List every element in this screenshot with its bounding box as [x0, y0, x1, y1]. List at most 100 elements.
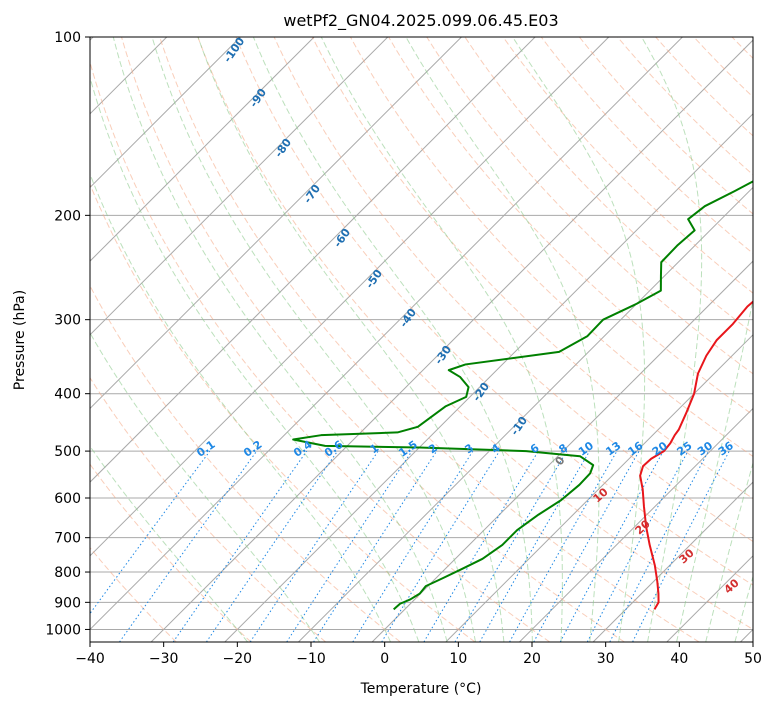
x-tick-label: −10 — [296, 651, 326, 667]
mixing-ratio-label: 13 — [603, 439, 623, 458]
moist-adiabat-label: -60 — [331, 226, 353, 250]
mixing-ratio-label: 1.5 — [396, 438, 419, 460]
y-tick-label: 200 — [54, 208, 81, 224]
moist-adiabat-label: 0 — [553, 454, 568, 468]
isotherm-line — [90, 37, 683, 631]
mixing-ratio-line — [249, 450, 379, 642]
isotherm-line — [224, 113, 753, 642]
dry-adiabat-line — [617, 37, 753, 176]
dry-adiabat-line — [235, 37, 753, 586]
y-tick-label: 600 — [54, 491, 81, 507]
moist-adiabat-line — [151, 37, 476, 642]
dry-adiabat-label: 30 — [677, 546, 697, 566]
dry-adiabat-line — [90, 376, 326, 642]
dry-adiabat-line — [311, 37, 753, 500]
y-tick-label: 900 — [54, 595, 81, 611]
dry-adiabat-line — [426, 37, 753, 375]
moist-adiabat-label: -30 — [432, 343, 454, 367]
x-tick-label: −20 — [223, 651, 253, 667]
moist-adiabat-label: -70 — [301, 182, 323, 206]
moist-adiabat-label: -80 — [272, 136, 294, 160]
dry-adiabat-line — [655, 37, 753, 137]
mixing-ratio-label: 25 — [675, 439, 695, 458]
moist-adiabat-line — [252, 37, 533, 642]
moist-adiabat-line — [676, 296, 753, 642]
temperature-profile-line — [639, 300, 753, 610]
mixing-ratio-line — [381, 450, 500, 642]
mixing-ratio-line — [90, 450, 211, 615]
dry-adiabat-line — [90, 183, 476, 642]
dry-adiabat-line — [90, 546, 177, 642]
dry-adiabat-line — [540, 37, 753, 255]
mixing-ratio-label: 6 — [528, 441, 542, 456]
dry-adiabat-line — [693, 37, 753, 98]
dry-adiabat-line — [197, 37, 753, 631]
isotherm-line — [519, 407, 753, 642]
mixing-ratio-line — [632, 450, 730, 642]
moist-adiabat-line — [405, 37, 600, 642]
mixing-ratio-label: 0.2 — [241, 438, 264, 460]
y-tick-label: 800 — [54, 565, 81, 581]
moist-adiabat-line — [512, 37, 646, 642]
dry-adiabat-line — [90, 60, 551, 642]
x-axis-label: Temperature (°C) — [360, 681, 482, 697]
isotherm-line — [740, 628, 753, 642]
y-axis-label: Pressure (hPa) — [12, 290, 28, 390]
x-tick-label: −40 — [75, 651, 105, 667]
isotherm-line — [371, 260, 753, 642]
mixing-ratio-line — [586, 450, 689, 642]
x-tick-label: 30 — [597, 651, 615, 667]
isotherm-line — [445, 334, 753, 642]
y-tick-label: 1000 — [45, 622, 81, 638]
dry-adiabat-label: 20 — [633, 517, 653, 537]
isotherm-line — [90, 37, 315, 262]
mixing-ratio-line — [423, 450, 539, 642]
y-tick-label: 500 — [54, 444, 81, 460]
y-axis: 100 200 300 400 500 600 700 800 900 1000 — [45, 30, 90, 638]
line-labels: 0.1 0.2 0.4 0.6 1 1.5 2 3 4 6 8 10 13 16 20 25 30 36-100-… — [194, 35, 742, 597]
isotherm-line — [150, 39, 753, 642]
mixing-ratio-line — [559, 450, 664, 642]
moist-adiabat-label: -40 — [397, 306, 419, 330]
moist-adiabat-line — [90, 445, 249, 642]
mixing-ratio-line — [286, 450, 413, 642]
moist-adiabat-line — [641, 37, 703, 642]
isotherm-line — [90, 37, 241, 189]
isotherm-line — [90, 37, 536, 483]
x-tick-label: −30 — [149, 651, 179, 667]
dry-adiabat-line — [350, 37, 753, 458]
dry-adiabat-line — [159, 37, 700, 642]
mixing-ratio-label: 1 — [368, 441, 382, 456]
mixing-ratio-line — [509, 450, 618, 642]
mixing-ratio-line — [313, 450, 438, 642]
dry-adiabat-line — [90, 463, 252, 642]
mixing-ratio-line — [205, 450, 338, 642]
profile-lines — [292, 180, 753, 611]
x-tick-label: 20 — [523, 651, 541, 667]
x-tick-label: 50 — [744, 651, 762, 667]
moist-adiabat-line — [197, 37, 505, 642]
dry-adiabat-label: 40 — [722, 576, 742, 596]
mixing-ratio-label: 0.1 — [194, 438, 217, 460]
y-tick-label: 300 — [54, 313, 81, 329]
x-tick-label: 10 — [449, 651, 467, 667]
dry-adiabat-line — [273, 37, 753, 543]
moist-adiabat-label: -100 — [221, 35, 248, 65]
mixing-ratio-label: 0.6 — [322, 438, 346, 460]
moist-adiabat-line — [764, 37, 775, 642]
mixing-ratio-line — [172, 450, 308, 642]
dry-adiabat-line — [502, 37, 753, 294]
grid-lines — [90, 37, 753, 642]
moist-adiabat-label: -10 — [508, 414, 530, 438]
moist-adiabat-line — [734, 574, 753, 642]
plot-frame — [89, 36, 754, 643]
background-lines — [90, 37, 775, 642]
dry-adiabat-line — [770, 37, 775, 642]
x-axis: −40 −30 −20 −10 0 10 20 30 40 50 — [75, 642, 762, 667]
x-tick-label: 0 — [380, 651, 389, 667]
y-tick-label: 400 — [54, 387, 81, 403]
chart-title: wetPf2_GN04.2025.099.06.45.E03 — [283, 11, 558, 31]
y-tick-label: 100 — [54, 30, 81, 46]
mixing-ratio-line — [119, 450, 258, 642]
